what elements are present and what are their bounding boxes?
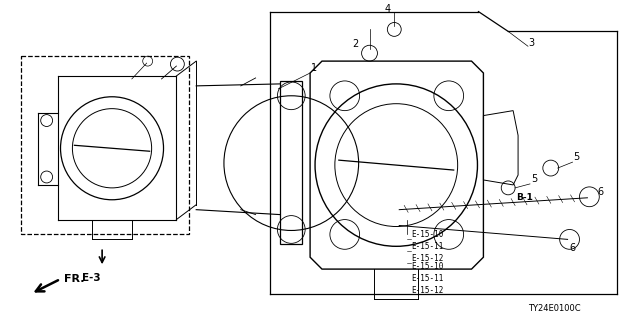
Text: 3: 3 (528, 38, 534, 48)
Text: E-15-10: E-15-10 (411, 230, 444, 239)
Text: 5: 5 (531, 174, 537, 184)
Text: 6: 6 (570, 243, 576, 253)
Text: TY24E0100C: TY24E0100C (528, 304, 580, 313)
Text: 1: 1 (311, 63, 317, 73)
Text: 5: 5 (573, 152, 580, 162)
Text: FR.: FR. (65, 274, 85, 284)
Text: 4: 4 (385, 4, 390, 13)
Text: E-15-12: E-15-12 (411, 286, 444, 295)
Text: E-15-11: E-15-11 (411, 274, 444, 283)
Text: E-15-12: E-15-12 (411, 254, 444, 263)
Text: E-3: E-3 (83, 273, 101, 283)
Text: B-1: B-1 (516, 193, 533, 202)
Text: E-15-11: E-15-11 (411, 242, 444, 251)
Text: E-15-10: E-15-10 (411, 262, 444, 271)
Text: 6: 6 (597, 187, 604, 197)
Text: 2: 2 (353, 39, 359, 49)
